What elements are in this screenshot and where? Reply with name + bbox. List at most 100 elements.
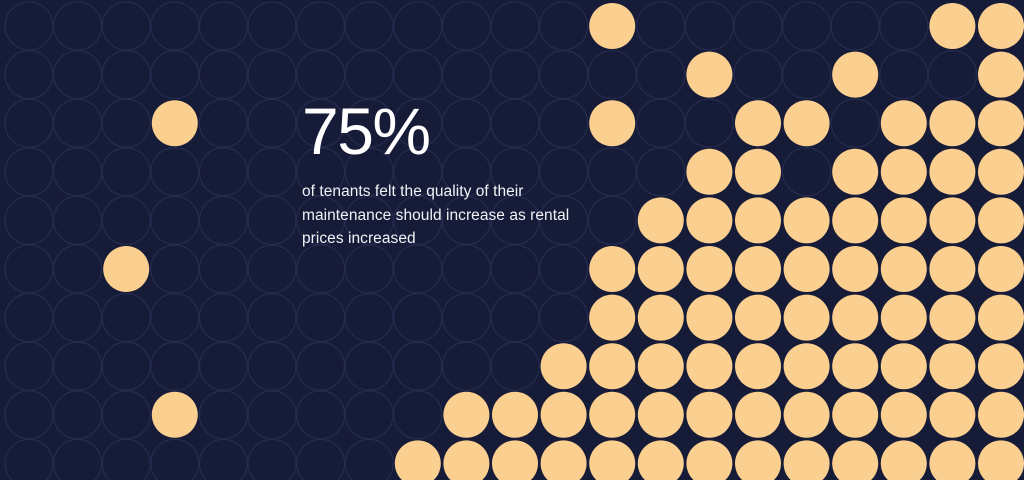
dot-outline: [198, 390, 249, 440]
dot-outline: [295, 341, 346, 391]
dot-filled: [686, 440, 733, 480]
dot-outline: [490, 1, 540, 51]
dot-filled: [832, 391, 879, 438]
dot-outline: [538, 244, 589, 294]
dot-filled: [637, 343, 684, 390]
dot-filled: [151, 100, 198, 147]
dot-outline: [733, 1, 783, 51]
dot-outline: [247, 1, 297, 51]
dot-filled: [880, 148, 927, 195]
dot-filled: [735, 100, 781, 147]
dot-filled: [735, 197, 781, 244]
dot-outline: [4, 147, 54, 197]
dot-outline: [198, 195, 249, 246]
dot-outline: [295, 438, 346, 480]
dot-filled: [443, 440, 490, 480]
dot-outline: [198, 98, 249, 148]
dot-outline: [247, 49, 297, 100]
dot-outline: [393, 244, 443, 294]
dot-filled: [735, 148, 781, 195]
dot-outline: [490, 341, 540, 391]
dot-outline: [295, 1, 346, 51]
dot-outline: [101, 292, 151, 343]
dot-outline: [198, 438, 249, 480]
dot-filled: [832, 343, 879, 390]
dot-filled: [929, 440, 976, 480]
dot-filled: [686, 391, 733, 438]
dot-filled: [637, 440, 684, 480]
dot-outline: [781, 1, 832, 51]
dot-filled: [540, 440, 587, 480]
dot-outline: [150, 195, 200, 246]
dot-filled: [686, 148, 733, 195]
dot-filled: [929, 197, 976, 244]
dot-outline: [393, 390, 443, 440]
statistic-description: of tenants felt the quality of their mai…: [302, 183, 570, 247]
dot-outline: [295, 390, 346, 440]
dot-outline: [781, 49, 832, 100]
dot-outline: [927, 49, 978, 100]
dot-filled: [394, 440, 441, 480]
dot-grid-outlines: [4, 1, 978, 480]
dot-filled: [686, 51, 733, 98]
dot-outline: [393, 292, 443, 343]
dot-outline: [150, 147, 200, 197]
dot-outline: [344, 292, 394, 343]
dot-outline: [101, 195, 151, 246]
dot-outline: [490, 244, 540, 294]
dot-outline: [247, 244, 297, 294]
dot-outline: [587, 195, 637, 246]
dot-outline: [101, 1, 151, 51]
dot-filled: [589, 100, 636, 147]
dot-outline: [198, 341, 249, 391]
dot-outline: [198, 147, 249, 197]
dot-outline: [684, 1, 735, 51]
dot-outline: [344, 438, 394, 480]
dot-filled: [880, 391, 927, 438]
dot-outline: [295, 292, 346, 343]
dot-outline: [441, 1, 492, 51]
dot-outline: [4, 438, 54, 480]
dot-outline: [150, 49, 200, 100]
dot-filled: [589, 343, 636, 390]
dot-outline: [247, 195, 297, 246]
dot-outline: [150, 438, 200, 480]
dot-filled: [978, 294, 1024, 341]
dot-outline: [636, 147, 686, 197]
dot-filled: [880, 100, 927, 147]
dot-filled: [735, 391, 781, 438]
dot-filled: [880, 343, 927, 390]
dot-outline: [101, 390, 151, 440]
dot-filled: [832, 294, 879, 341]
dot-filled: [978, 343, 1024, 390]
dot-filled: [880, 197, 927, 244]
dot-outline: [52, 49, 103, 100]
statistic-value: 75%: [302, 94, 431, 168]
dot-outline: [150, 244, 200, 294]
dot-outline: [879, 49, 929, 100]
dot-outline: [636, 49, 686, 100]
dot-filled: [492, 391, 538, 438]
dot-outline: [52, 341, 103, 391]
dot-filled: [589, 246, 636, 292]
dot-filled: [978, 3, 1024, 49]
dot-filled: [832, 197, 879, 244]
dot-outline: [101, 98, 151, 148]
dot-filled: [783, 197, 830, 244]
dot-outline: [344, 244, 394, 294]
dot-outline: [198, 1, 249, 51]
dot-outline: [247, 292, 297, 343]
dot-outline: [684, 98, 735, 148]
dot-outline: [441, 292, 492, 343]
dot-filled: [686, 246, 733, 292]
dot-filled: [978, 391, 1024, 438]
dot-outline: [247, 147, 297, 197]
dot-filled: [443, 391, 490, 438]
dot-outline: [441, 244, 492, 294]
dot-outline: [198, 244, 249, 294]
dot-outline: [538, 1, 589, 51]
dot-outline: [344, 390, 394, 440]
dot-outline: [52, 244, 103, 294]
dot-outline: [295, 49, 346, 100]
